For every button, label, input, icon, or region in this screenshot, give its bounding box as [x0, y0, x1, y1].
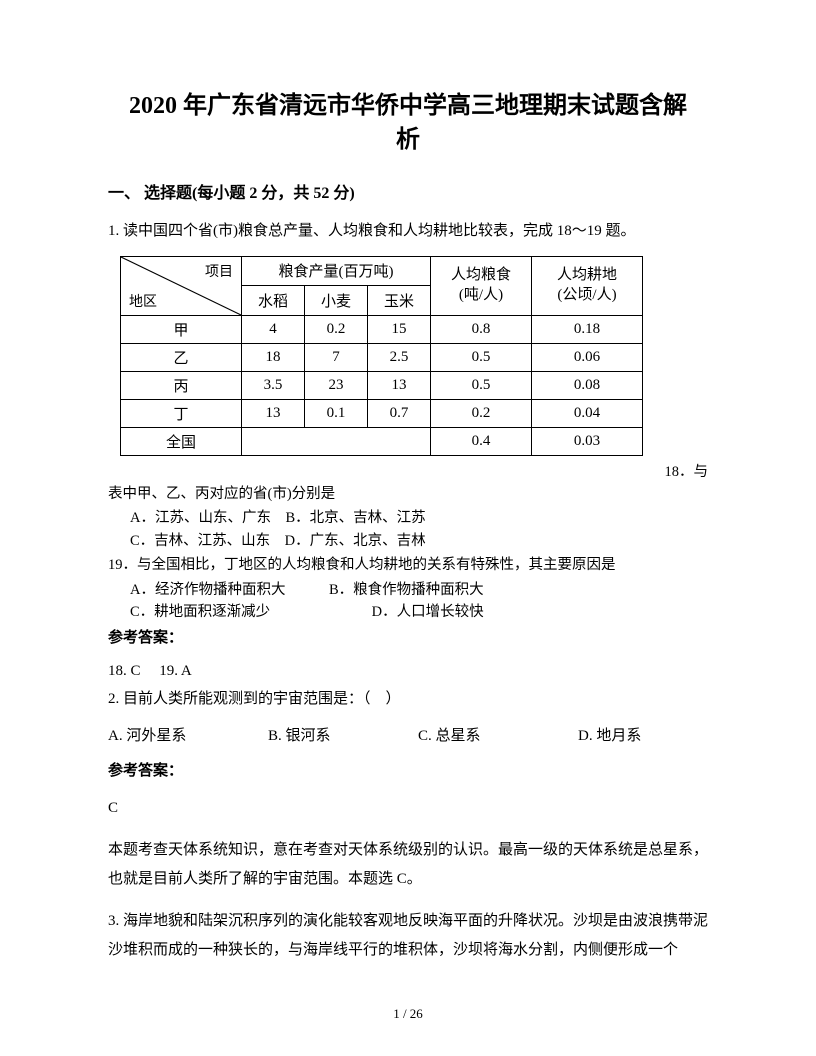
sub-rice: 水稻: [242, 286, 305, 316]
q19-text: 19．与全国相比，丁地区的人均粮食和人均耕地的关系有特殊性，其主要原因是: [108, 554, 708, 576]
cell: 0.2: [305, 315, 368, 343]
data-table-wrap: 项目 地区 粮食产量(百万吨) 人均粮食 (吨/人) 人均耕地 (公顷/人) 水…: [120, 256, 708, 456]
q18-opt-d: 广东、北京、吉林: [310, 533, 426, 549]
cell: 13: [242, 399, 305, 427]
cell: 0.18: [532, 315, 643, 343]
cell: 0.08: [532, 371, 643, 399]
page-title-line1: 2020 年广东省清远市华侨中学高三地理期末试题含解: [129, 93, 687, 119]
cell: 2.5: [368, 343, 431, 371]
cell: 0.04: [532, 399, 643, 427]
q19-opt-c: 耕地面积逐渐减少: [154, 604, 270, 620]
q2-text: 2. 目前人类所能观测到的宇宙范围是：（ ）: [108, 685, 708, 714]
sub-wheat: 小麦: [305, 286, 368, 316]
q18-options: A．江苏、山东、广东 B．北京、吉林、江苏 C．吉林、江苏、山东 D．广东、北京…: [108, 507, 708, 552]
cell-region: 丙: [121, 371, 242, 399]
q2-explanation: 本题考查天体系统知识，意在考查对天体系统级别的认识。最高一级的天体系统是总星系，…: [108, 836, 708, 893]
q2-opt-d: 地月系: [596, 728, 641, 744]
q2-opt-c: 总星系: [436, 728, 481, 744]
col5-l1: 人均耕地: [557, 267, 617, 283]
table-row: 全国 0.4 0.03: [121, 427, 643, 455]
cell: 0.4: [431, 427, 532, 455]
cell-region: 甲: [121, 315, 242, 343]
q19-opt-a: 经济作物播种面积大: [155, 582, 286, 598]
table-row: 甲 4 0.2 15 0.8 0.18: [121, 315, 643, 343]
q1-intro: 1. 读中国四个省(市)粮食总产量、人均粮食和人均耕地比较表，完成 18～19 …: [108, 217, 708, 246]
col4-header: 人均粮食 (吨/人): [431, 256, 532, 315]
q18-19-answer: 18. C 19. A: [108, 657, 708, 686]
q18-opt-a: 江苏、山东、广东: [155, 510, 271, 526]
diag-bottom-label: 地区: [129, 291, 157, 311]
cell: 18: [242, 343, 305, 371]
q18-text: 表中甲、乙、丙对应的省(市)分别是: [108, 483, 708, 505]
table-row: 乙 18 7 2.5 0.5 0.06: [121, 343, 643, 371]
answer-label-1: 参考答案：: [108, 626, 708, 647]
cell: 0.5: [431, 343, 532, 371]
q18-opt-c: 吉林、江苏、山东: [154, 533, 270, 549]
section-heading: 一、 选择题(每小题 2 分，共 52 分): [108, 179, 708, 203]
col4-l1: 人均粮食: [451, 267, 511, 283]
cell: 0.2: [431, 399, 532, 427]
cell: 0.03: [532, 427, 643, 455]
cell: 4: [242, 315, 305, 343]
cell: 0.5: [431, 371, 532, 399]
col5-header: 人均耕地 (公顷/人): [532, 256, 643, 315]
q3-text: 3. 海岸地貌和陆架沉积序列的演化能较客观地反映海平面的升降状况。沙坝是由波浪携…: [108, 907, 708, 964]
col5-l2: (公顷/人): [557, 287, 616, 303]
diag-header-cell: 项目 地区: [121, 256, 242, 315]
cell: 3.5: [242, 371, 305, 399]
cell-region: 全国: [121, 427, 242, 455]
table-row: 丙 3.5 23 13 0.5 0.08: [121, 371, 643, 399]
q2-opt-a: 河外星系: [126, 728, 186, 744]
cell: 23: [305, 371, 368, 399]
cell-region: 丁: [121, 399, 242, 427]
page-footer: 1 / 26: [0, 1006, 816, 1022]
q2-options: A. 河外星系 B. 银河系 C. 总星系 D. 地月系: [108, 724, 708, 745]
table-header-row: 项目 地区 粮食产量(百万吨) 人均粮食 (吨/人) 人均耕地 (公顷/人): [121, 256, 643, 286]
cell: 15: [368, 315, 431, 343]
cell: 7: [305, 343, 368, 371]
q2-opt-b: 银河系: [286, 728, 331, 744]
cell: 0.7: [368, 399, 431, 427]
q19-options: A．经济作物播种面积大 B．粮食作物播种面积大 C．耕地面积逐渐减少 D．人口增…: [108, 579, 708, 624]
diag-top-label: 项目: [205, 261, 233, 281]
answer-label-2: 参考答案：: [108, 759, 708, 780]
q19-opt-b: 粮食作物播种面积大: [353, 582, 484, 598]
cell: 13: [368, 371, 431, 399]
cell: 0.8: [431, 315, 532, 343]
sub-corn: 玉米: [368, 286, 431, 316]
cell: 0.06: [532, 343, 643, 371]
table-row: 丁 13 0.1 0.7 0.2 0.04: [121, 399, 643, 427]
q18-opt-b: 北京、吉林、江苏: [310, 510, 426, 526]
q18-trail: 18．与: [665, 460, 709, 481]
col4-l2: (吨/人): [459, 287, 503, 303]
page-title-line2: 析: [396, 127, 420, 153]
q2-answer-letter: C: [108, 794, 708, 823]
q19-opt-d: 人口增长较快: [397, 604, 484, 620]
grain-header: 粮食产量(百万吨): [242, 256, 431, 286]
data-table: 项目 地区 粮食产量(百万吨) 人均粮食 (吨/人) 人均耕地 (公顷/人) 水…: [120, 256, 643, 456]
cell: 0.1: [305, 399, 368, 427]
cell-empty: [242, 427, 431, 455]
cell-region: 乙: [121, 343, 242, 371]
